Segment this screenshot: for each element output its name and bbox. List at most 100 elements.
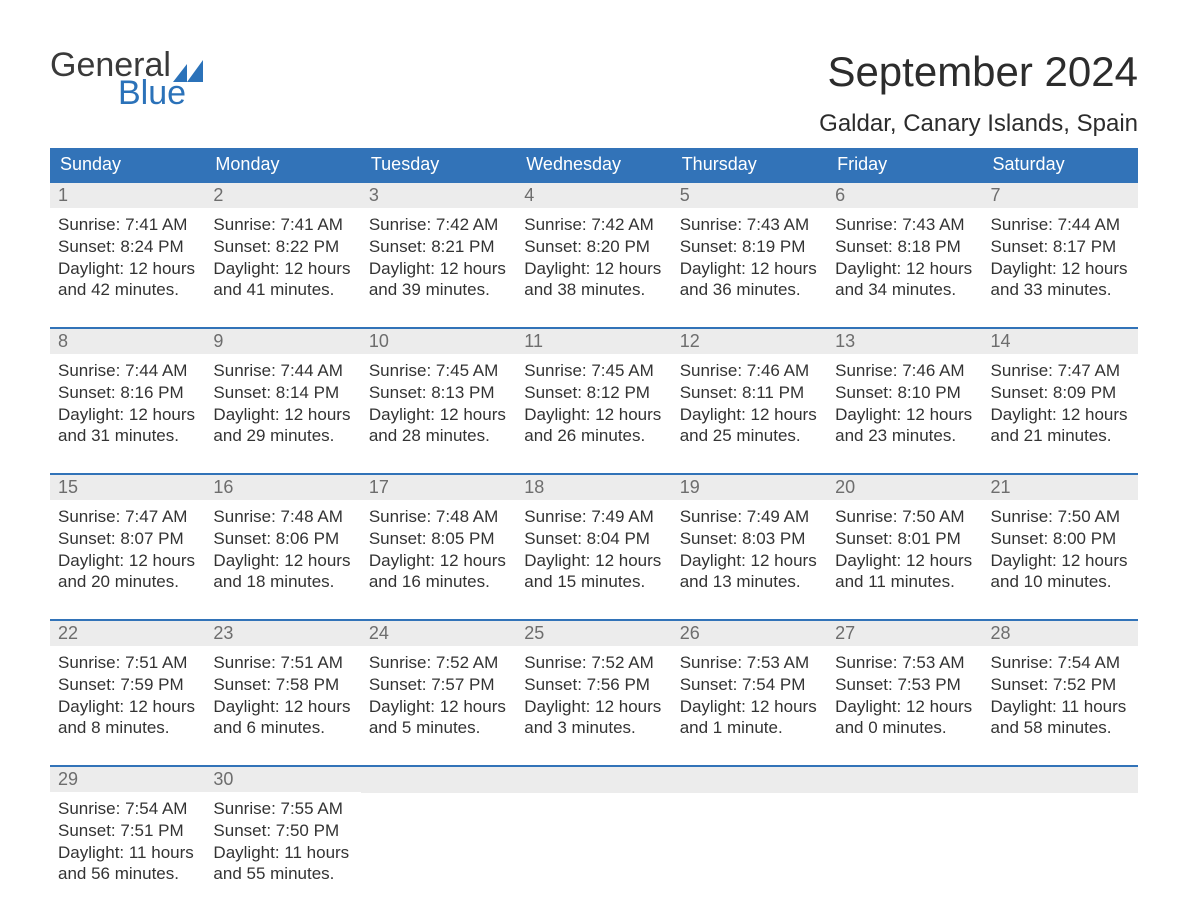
sunset-line: Sunset: 8:12 PM xyxy=(524,382,663,404)
calendar-cell: 30Sunrise: 7:55 AMSunset: 7:50 PMDayligh… xyxy=(205,765,360,911)
sunset-line: Sunset: 8:00 PM xyxy=(991,528,1130,550)
sunset-line: Sunset: 8:01 PM xyxy=(835,528,974,550)
sunrise-line: Sunrise: 7:45 AM xyxy=(369,360,508,382)
calendar-cell: 5Sunrise: 7:43 AMSunset: 8:19 PMDaylight… xyxy=(672,181,827,327)
sunset-line: Sunset: 8:19 PM xyxy=(680,236,819,258)
day-detail: Sunrise: 7:52 AMSunset: 7:57 PMDaylight:… xyxy=(361,646,516,739)
day-number: 9 xyxy=(205,327,360,354)
sunrise-line: Sunrise: 7:44 AM xyxy=(58,360,197,382)
day-number: 17 xyxy=(361,473,516,500)
sunrise-line: Sunrise: 7:43 AM xyxy=(680,214,819,236)
sunrise-line: Sunrise: 7:41 AM xyxy=(58,214,197,236)
sunrise-line: Sunrise: 7:44 AM xyxy=(991,214,1130,236)
dayhead-mon: Monday xyxy=(205,148,360,181)
day-detail: Sunrise: 7:51 AMSunset: 7:59 PMDaylight:… xyxy=(50,646,205,739)
daylight-line2: and 39 minutes. xyxy=(369,279,508,301)
daylight-line2: and 6 minutes. xyxy=(213,717,352,739)
daylight-line1: Daylight: 12 hours xyxy=(213,696,352,718)
calendar-header-row: Sunday Monday Tuesday Wednesday Thursday… xyxy=(50,148,1138,181)
day-detail: Sunrise: 7:44 AMSunset: 8:16 PMDaylight:… xyxy=(50,354,205,447)
sunrise-line: Sunrise: 7:48 AM xyxy=(213,506,352,528)
calendar-cell: 2Sunrise: 7:41 AMSunset: 8:22 PMDaylight… xyxy=(205,181,360,327)
sunset-line: Sunset: 8:18 PM xyxy=(835,236,974,258)
calendar-cell: 4Sunrise: 7:42 AMSunset: 8:20 PMDaylight… xyxy=(516,181,671,327)
brand-logo: General Blue xyxy=(50,48,203,110)
sunrise-line: Sunrise: 7:54 AM xyxy=(991,652,1130,674)
day-number: 13 xyxy=(827,327,982,354)
daylight-line2: and 58 minutes. xyxy=(991,717,1130,739)
daylight-line2: and 8 minutes. xyxy=(58,717,197,739)
day-detail: Sunrise: 7:45 AMSunset: 8:12 PMDaylight:… xyxy=(516,354,671,447)
sunrise-line: Sunrise: 7:43 AM xyxy=(835,214,974,236)
sunset-line: Sunset: 7:57 PM xyxy=(369,674,508,696)
daylight-line1: Daylight: 12 hours xyxy=(58,550,197,572)
calendar-week-row: 15Sunrise: 7:47 AMSunset: 8:07 PMDayligh… xyxy=(50,473,1138,619)
calendar-cell: 6Sunrise: 7:43 AMSunset: 8:18 PMDaylight… xyxy=(827,181,982,327)
day-detail: Sunrise: 7:46 AMSunset: 8:11 PMDaylight:… xyxy=(672,354,827,447)
dayhead-fri: Friday xyxy=(827,148,982,181)
day-detail: Sunrise: 7:42 AMSunset: 8:20 PMDaylight:… xyxy=(516,208,671,301)
daylight-line2: and 33 minutes. xyxy=(991,279,1130,301)
day-number: 3 xyxy=(361,181,516,208)
calendar-cell: 18Sunrise: 7:49 AMSunset: 8:04 PMDayligh… xyxy=(516,473,671,619)
dayhead-sun: Sunday xyxy=(50,148,205,181)
daylight-line1: Daylight: 12 hours xyxy=(213,258,352,280)
header: General Blue September 2024 Galdar, Cana… xyxy=(50,48,1138,138)
day-detail: Sunrise: 7:44 AMSunset: 8:17 PMDaylight:… xyxy=(983,208,1138,301)
day-detail: Sunrise: 7:49 AMSunset: 8:03 PMDaylight:… xyxy=(672,500,827,593)
brand-word-blue: Blue xyxy=(118,76,203,110)
calendar-cell: 11Sunrise: 7:45 AMSunset: 8:12 PMDayligh… xyxy=(516,327,671,473)
daylight-line2: and 3 minutes. xyxy=(524,717,663,739)
daylight-line2: and 23 minutes. xyxy=(835,425,974,447)
sunset-line: Sunset: 7:52 PM xyxy=(991,674,1130,696)
sunset-line: Sunset: 8:13 PM xyxy=(369,382,508,404)
sunrise-line: Sunrise: 7:51 AM xyxy=(58,652,197,674)
dayhead-sat: Saturday xyxy=(983,148,1138,181)
sunrise-line: Sunrise: 7:47 AM xyxy=(58,506,197,528)
calendar-cell: 10Sunrise: 7:45 AMSunset: 8:13 PMDayligh… xyxy=(361,327,516,473)
calendar-cell: 7Sunrise: 7:44 AMSunset: 8:17 PMDaylight… xyxy=(983,181,1138,327)
sunset-line: Sunset: 8:05 PM xyxy=(369,528,508,550)
day-detail: Sunrise: 7:54 AMSunset: 7:52 PMDaylight:… xyxy=(983,646,1138,739)
sunset-line: Sunset: 8:21 PM xyxy=(369,236,508,258)
sunrise-line: Sunrise: 7:47 AM xyxy=(991,360,1130,382)
empty-day-bar xyxy=(983,765,1138,793)
dayhead-wed: Wednesday xyxy=(516,148,671,181)
sunrise-line: Sunrise: 7:52 AM xyxy=(369,652,508,674)
calendar-cell: 28Sunrise: 7:54 AMSunset: 7:52 PMDayligh… xyxy=(983,619,1138,765)
day-detail: Sunrise: 7:41 AMSunset: 8:22 PMDaylight:… xyxy=(205,208,360,301)
calendar-cell: 13Sunrise: 7:46 AMSunset: 8:10 PMDayligh… xyxy=(827,327,982,473)
sunrise-line: Sunrise: 7:41 AM xyxy=(213,214,352,236)
daylight-line1: Daylight: 12 hours xyxy=(213,404,352,426)
daylight-line2: and 5 minutes. xyxy=(369,717,508,739)
month-title: September 2024 xyxy=(819,48,1138,96)
sunrise-line: Sunrise: 7:55 AM xyxy=(213,798,352,820)
daylight-line2: and 0 minutes. xyxy=(835,717,974,739)
calendar-cell: 3Sunrise: 7:42 AMSunset: 8:21 PMDaylight… xyxy=(361,181,516,327)
day-number: 10 xyxy=(361,327,516,354)
day-number: 21 xyxy=(983,473,1138,500)
sunrise-line: Sunrise: 7:42 AM xyxy=(524,214,663,236)
daylight-line2: and 13 minutes. xyxy=(680,571,819,593)
daylight-line1: Daylight: 12 hours xyxy=(213,550,352,572)
day-number: 8 xyxy=(50,327,205,354)
calendar-cell xyxy=(983,765,1138,911)
daylight-line1: Daylight: 11 hours xyxy=(213,842,352,864)
day-detail: Sunrise: 7:48 AMSunset: 8:06 PMDaylight:… xyxy=(205,500,360,593)
calendar-week-row: 1Sunrise: 7:41 AMSunset: 8:24 PMDaylight… xyxy=(50,181,1138,327)
calendar-cell xyxy=(361,765,516,911)
calendar-cell: 27Sunrise: 7:53 AMSunset: 7:53 PMDayligh… xyxy=(827,619,982,765)
calendar-cell: 9Sunrise: 7:44 AMSunset: 8:14 PMDaylight… xyxy=(205,327,360,473)
calendar-cell: 12Sunrise: 7:46 AMSunset: 8:11 PMDayligh… xyxy=(672,327,827,473)
calendar-week-row: 8Sunrise: 7:44 AMSunset: 8:16 PMDaylight… xyxy=(50,327,1138,473)
day-number: 2 xyxy=(205,181,360,208)
sunrise-line: Sunrise: 7:51 AM xyxy=(213,652,352,674)
calendar-cell: 16Sunrise: 7:48 AMSunset: 8:06 PMDayligh… xyxy=(205,473,360,619)
day-number: 23 xyxy=(205,619,360,646)
sunrise-line: Sunrise: 7:42 AM xyxy=(369,214,508,236)
day-detail: Sunrise: 7:48 AMSunset: 8:05 PMDaylight:… xyxy=(361,500,516,593)
sunrise-line: Sunrise: 7:44 AM xyxy=(213,360,352,382)
daylight-line1: Daylight: 12 hours xyxy=(991,404,1130,426)
daylight-line1: Daylight: 12 hours xyxy=(991,550,1130,572)
sunrise-line: Sunrise: 7:52 AM xyxy=(524,652,663,674)
